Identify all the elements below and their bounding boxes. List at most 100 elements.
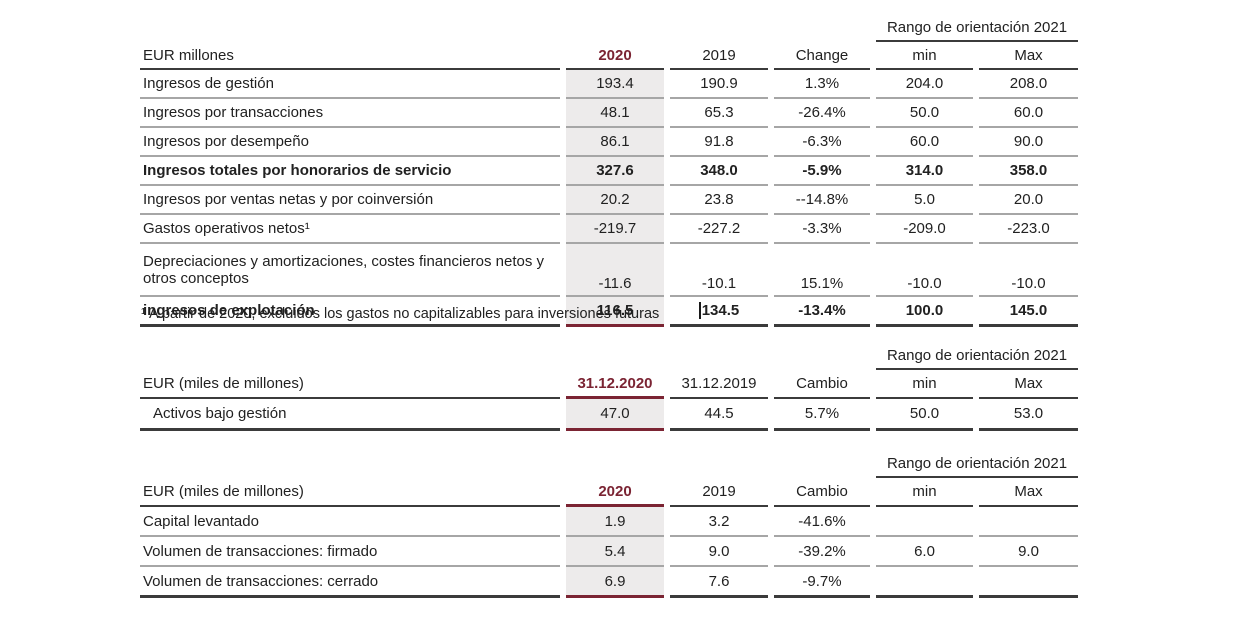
range-header-row: Rango de orientación 2021	[140, 342, 1079, 370]
value-max: 20.0	[979, 186, 1079, 215]
unit-label: EUR (miles de millones)	[140, 478, 560, 507]
column-header-min: min	[876, 42, 973, 70]
table-row: Ingresos por ventas netas y por coinvers…	[140, 186, 1079, 215]
value-2019: -10.1	[670, 244, 768, 297]
value-max: 208.0	[979, 70, 1079, 99]
value-2019: 348.0	[670, 157, 768, 186]
table-row-total: ingresos de explotación 116.5 134.5 -13.…	[140, 297, 1079, 327]
column-header-change: Cambio	[774, 478, 870, 507]
column-header-max: Max	[979, 370, 1079, 399]
column-header-2020: 2020	[566, 478, 664, 507]
value-2020: 20.2	[566, 186, 664, 215]
unit-label: EUR (miles de millones)	[140, 370, 560, 399]
value-min: 5.0	[876, 186, 973, 215]
aum-table: Rango de orientación 2021 EUR (miles de …	[134, 342, 1084, 431]
value-change: 1.3%	[774, 70, 870, 99]
text-cursor	[698, 302, 701, 320]
table-row: Gastos operativos netos¹ -219.7 -227.2 -…	[140, 215, 1079, 244]
value-2020: 6.9	[566, 567, 664, 598]
range-header: Rango de orientación 2021	[876, 14, 1079, 42]
value-2020: 1.9	[566, 507, 664, 537]
value-2019: -227.2	[670, 215, 768, 244]
row-label: Ingresos por transacciones	[140, 99, 560, 128]
value-2019: 3.2	[670, 507, 768, 537]
value-max: 9.0	[979, 537, 1079, 567]
value-change: -3.3%	[774, 215, 870, 244]
spacer	[140, 14, 870, 42]
value-change: -6.3%	[774, 128, 870, 157]
value-min: 50.0	[876, 399, 973, 431]
value-change: 5.7%	[774, 399, 870, 431]
value-min: -209.0	[876, 215, 973, 244]
spacer	[140, 342, 870, 370]
row-label: Ingresos por ventas netas y por coinvers…	[140, 186, 560, 215]
value-min: 50.0	[876, 99, 973, 128]
row-label: Ingresos totales por honorarios de servi…	[140, 157, 560, 186]
value-2019: 44.5	[670, 399, 768, 431]
row-label: Gastos operativos netos¹	[140, 215, 560, 244]
table-row-total: Ingresos totales por honorarios de servi…	[140, 157, 1079, 186]
table-row: Activos bajo gestión 47.0 44.5 5.7% 50.0…	[140, 399, 1079, 431]
column-header-2019: 2019	[670, 42, 768, 70]
value-max	[979, 567, 1079, 598]
value-2019: 9.0	[670, 537, 768, 567]
value-change: -26.4%	[774, 99, 870, 128]
value-2020: 48.1	[566, 99, 664, 128]
results-table-section: Rango de orientación 2021 EUR millones 2…	[134, 14, 1084, 327]
value-max: 60.0	[979, 99, 1079, 128]
value-2019-text: 134.5	[701, 301, 740, 319]
value-2020: 5.4	[566, 537, 664, 567]
value-2020: 327.6	[566, 157, 664, 186]
value-min: 314.0	[876, 157, 973, 186]
value-min: 204.0	[876, 70, 973, 99]
table-row: Volumen de transacciones: firmado 5.4 9.…	[140, 537, 1079, 567]
value-2020: 47.0	[566, 399, 664, 431]
row-label: Ingresos por desempeño	[140, 128, 560, 157]
column-header-min: min	[876, 478, 973, 507]
value-max	[979, 507, 1079, 537]
column-header-max: Max	[979, 478, 1079, 507]
capital-table-section: Rango de orientación 2021 EUR (miles de …	[134, 450, 1084, 598]
value-min: 6.0	[876, 537, 973, 567]
value-min	[876, 567, 973, 598]
unit-label: EUR millones	[140, 42, 560, 70]
column-header-min: min	[876, 370, 973, 399]
value-max: 90.0	[979, 128, 1079, 157]
value-change: 15.1%	[774, 244, 870, 297]
value-change: -39.2%	[774, 537, 870, 567]
value-max: 53.0	[979, 399, 1079, 431]
value-2020: 193.4	[566, 70, 664, 99]
value-change: -41.6%	[774, 507, 870, 537]
table-row: Ingresos por transacciones 48.1 65.3 -26…	[140, 99, 1079, 128]
row-label: Activos bajo gestión	[140, 399, 560, 431]
column-header-change: Cambio	[774, 370, 870, 399]
value-2020: 116.5	[566, 297, 664, 327]
column-header-2020: 31.12.2020	[566, 370, 664, 399]
range-header-row: Rango de orientación 2021	[140, 450, 1079, 478]
value-change: -9.7%	[774, 567, 870, 598]
table-row: Ingresos de gestión 193.4 190.9 1.3% 204…	[140, 70, 1079, 99]
capital-table: Rango de orientación 2021 EUR (miles de …	[134, 450, 1084, 598]
value-2019: 7.6	[670, 567, 768, 598]
aum-table-section: Rango de orientación 2021 EUR (miles de …	[134, 342, 1084, 431]
table-row: Capital levantado 1.9 3.2 -41.6%	[140, 507, 1079, 537]
value-2019: 134.5	[670, 297, 768, 327]
range-header-row: Rango de orientación 2021	[140, 14, 1079, 42]
value-min	[876, 507, 973, 537]
value-2020: -11.6	[566, 244, 664, 297]
value-2019: 65.3	[670, 99, 768, 128]
row-label: Ingresos de gestión	[140, 70, 560, 99]
row-label: Volumen de transacciones: firmado	[140, 537, 560, 567]
value-2020: -219.7	[566, 215, 664, 244]
row-label: Depreciaciones y amortizaciones, costes …	[140, 244, 560, 297]
row-label: ingresos de explotación	[140, 297, 560, 327]
column-header-row: EUR (miles de millones) 2020 2019 Cambio…	[140, 478, 1079, 507]
value-max: -10.0	[979, 244, 1079, 297]
value-2019: 91.8	[670, 128, 768, 157]
value-max: -223.0	[979, 215, 1079, 244]
value-change: --14.8%	[774, 186, 870, 215]
value-change: -13.4%	[774, 297, 870, 327]
spacer	[140, 450, 870, 478]
value-2019: 190.9	[670, 70, 768, 99]
value-min: 60.0	[876, 128, 973, 157]
